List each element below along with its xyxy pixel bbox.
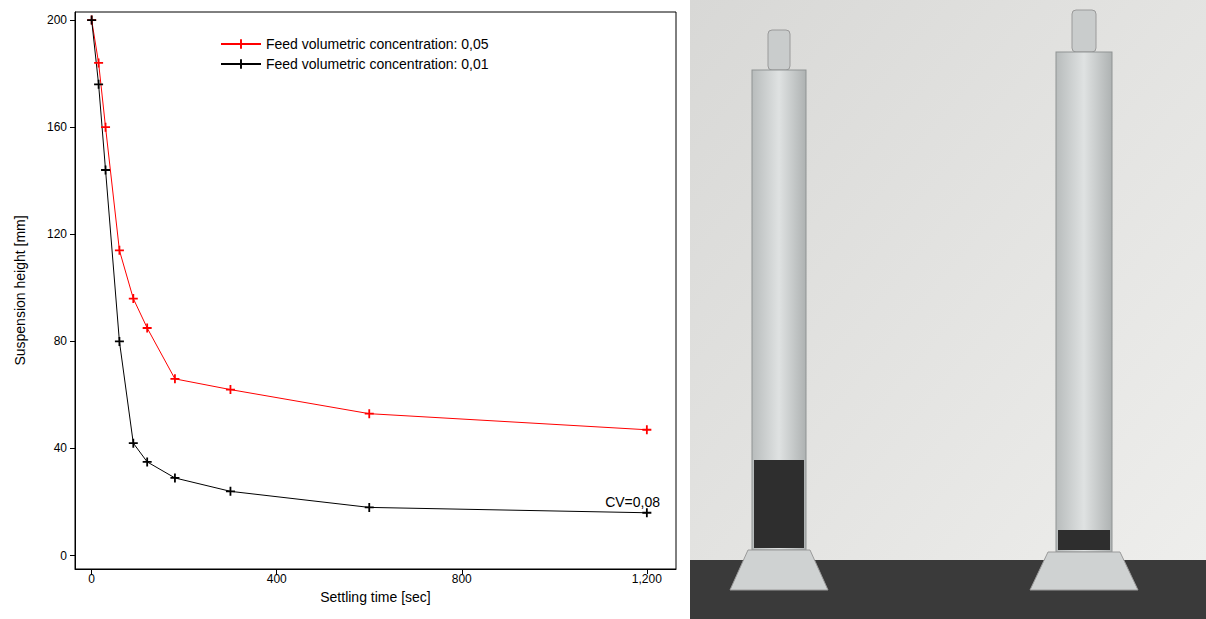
svg-text:0: 0 — [88, 572, 95, 586]
svg-text:80: 80 — [54, 334, 68, 348]
svg-text:400: 400 — [267, 572, 287, 586]
svg-text:0: 0 — [60, 549, 67, 563]
svg-text:1,200: 1,200 — [632, 572, 662, 586]
svg-text:CV=0,08: CV=0,08 — [605, 494, 660, 510]
svg-text:800: 800 — [452, 572, 472, 586]
svg-text:Settling time [sec]: Settling time [sec] — [320, 589, 431, 605]
svg-text:120: 120 — [47, 227, 67, 241]
svg-text:40: 40 — [54, 441, 68, 455]
svg-text:200: 200 — [47, 13, 67, 27]
svg-text:Feed volumetric concentration:: Feed volumetric concentration: 0,05 — [266, 36, 489, 52]
svg-text:160: 160 — [47, 120, 67, 134]
svg-text:Suspension height [mm]: Suspension height [mm] — [12, 215, 28, 365]
svg-text:Feed volumetric concentration:: Feed volumetric concentration: 0,01 — [266, 56, 489, 72]
